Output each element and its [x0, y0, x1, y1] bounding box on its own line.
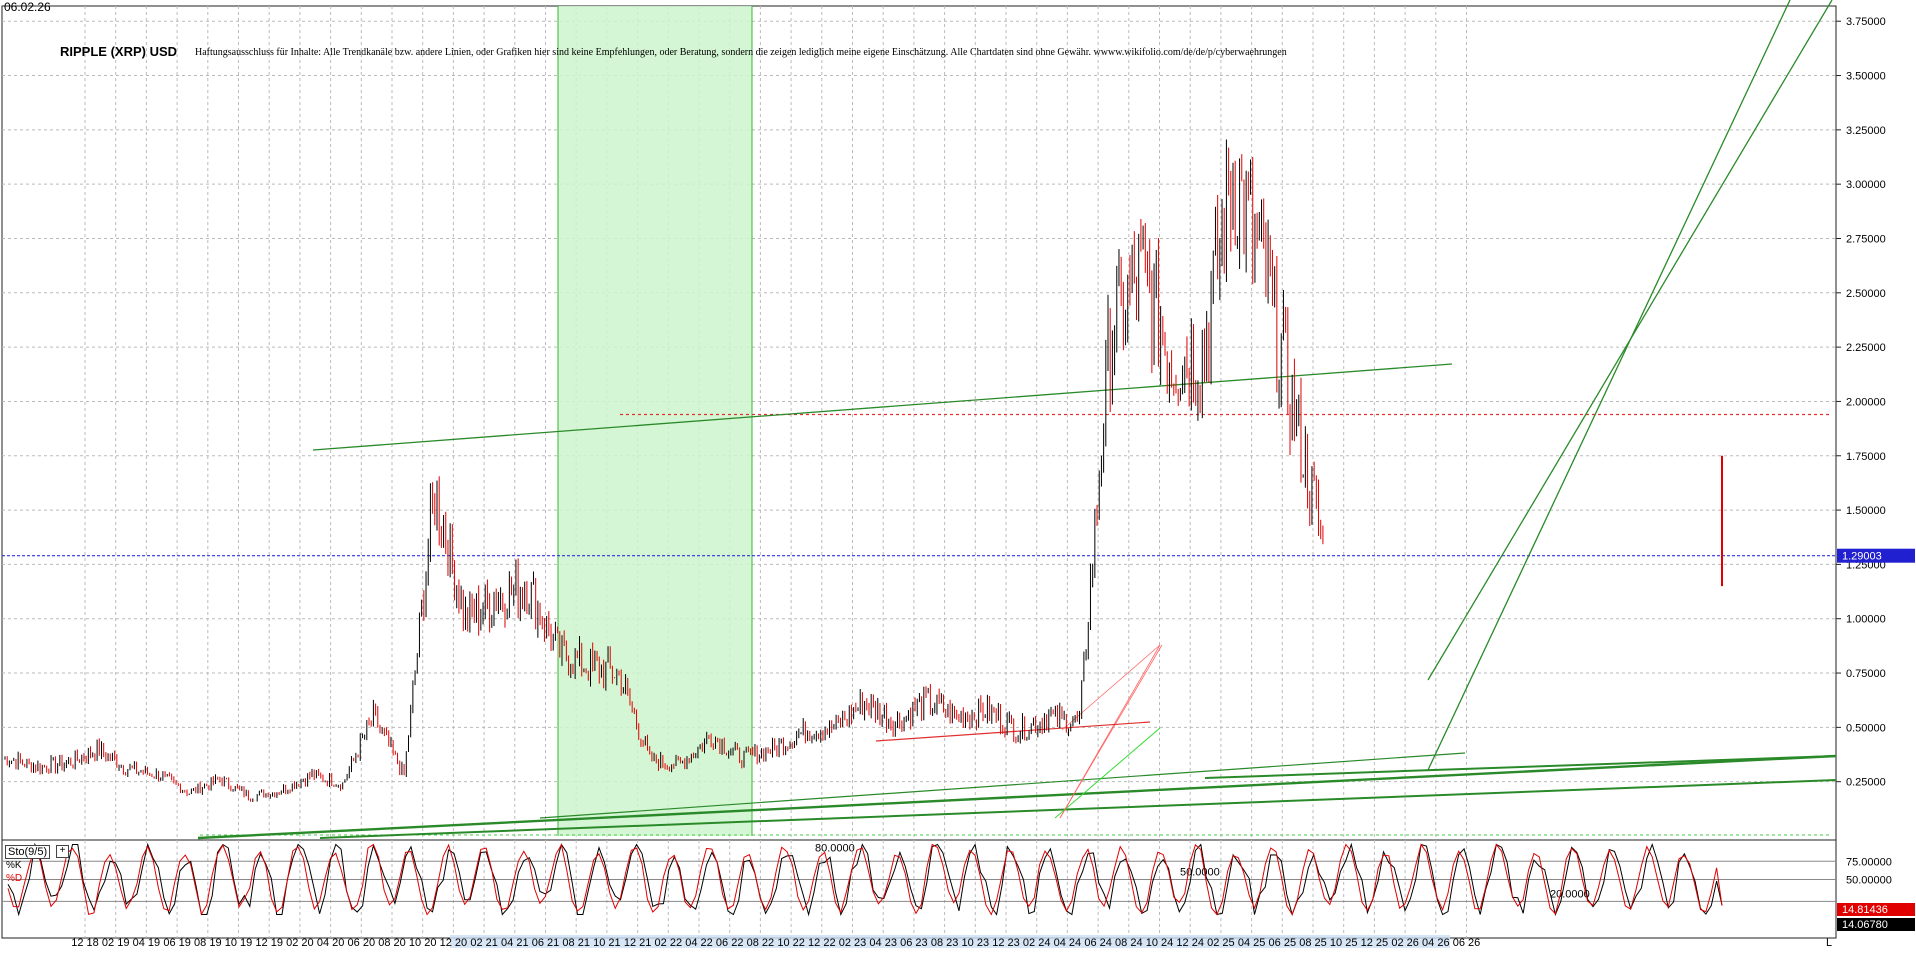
sto-d-value: 14.06780 — [1842, 919, 1888, 931]
x-tick-label: 08 20 — [378, 937, 406, 948]
x-tick-label: 08 19 — [194, 937, 222, 948]
x-tick-label: 06 25 — [1269, 937, 1297, 948]
y-tick-label: 3.25000 — [1846, 125, 1886, 137]
x-tick-label: 04 26 — [1422, 937, 1450, 948]
x-tick-label: 04 21 — [501, 937, 529, 948]
y-tick-label: 3.50000 — [1846, 71, 1886, 83]
x-tick-label: 04 23 — [869, 937, 897, 948]
price-box — [1837, 548, 1915, 563]
x-tick-label: 06 20 — [348, 937, 376, 948]
x-tick-label: 10 20 — [409, 937, 437, 948]
x-tick-label: 10 19 — [225, 937, 253, 948]
x-tick-label: 12 21 — [624, 937, 652, 948]
x-tick-label: 02 26 — [1391, 937, 1419, 948]
stochastic-k-legend: %K — [6, 860, 22, 871]
x-tick-label: 08 22 — [747, 937, 775, 948]
x-tick-label: 04 25 — [1238, 937, 1266, 948]
price-box-label: 1.29003 — [1842, 551, 1882, 563]
x-tick-label: 08 21 — [562, 937, 590, 948]
x-tick-label: 02 20 — [286, 937, 314, 948]
x-tick-label: 02 25 — [1207, 937, 1235, 948]
x-tick-label: 12 20 — [440, 937, 468, 948]
x-tick-label: 02 23 — [839, 937, 867, 948]
sto-tick-label: 75.00000 — [1846, 856, 1892, 868]
chart-date: 06.02.26 — [4, 0, 51, 14]
trendline — [539, 752, 1466, 819]
y-tick-label: 3.75000 — [1846, 16, 1886, 28]
y-tick-label: 1.50000 — [1846, 505, 1886, 517]
y-tick-label: 0.50000 — [1846, 722, 1886, 734]
y-tick-label: 1.75000 — [1846, 451, 1886, 463]
x-tick-label: 02 22 — [655, 937, 683, 948]
trendline — [1059, 644, 1163, 819]
trendline — [1054, 727, 1161, 819]
x-tick-label: 06 19 — [163, 937, 191, 948]
stochastic-d-line — [7, 843, 1723, 916]
x-tick-label: 12 18 — [71, 937, 99, 948]
x-tick-label: 02 19 — [102, 937, 130, 948]
y-tick-label: 0.25000 — [1846, 777, 1886, 789]
x-tick-label: 04 19 — [133, 937, 161, 948]
x-tick-label: 12 24 — [1176, 937, 1204, 948]
x-tick-label: 08 25 — [1299, 937, 1327, 948]
x-tick-label: 10 24 — [1146, 937, 1174, 948]
x-tick-label: 06 26 — [1453, 937, 1481, 948]
y-tick-label: 2.25000 — [1846, 342, 1886, 354]
y-tick-label: 2.75000 — [1846, 233, 1886, 245]
stochastic-indicator-label[interactable]: Sto(9/5) — [5, 845, 51, 859]
add-indicator-button[interactable]: + — [56, 845, 69, 858]
x-tick-label: 10 22 — [777, 937, 805, 948]
x-tick-label: 06 21 — [532, 937, 560, 948]
x-tick-label: 06 23 — [900, 937, 928, 948]
chart-title: RIPPLE (XRP) USD — [60, 44, 178, 59]
x-tick-label: 10 23 — [962, 937, 990, 948]
x-tick-label: 10 21 — [593, 937, 621, 948]
disclaimer-text: Haftungsausschluss für Inhalte: Alle Tre… — [195, 47, 1287, 58]
trendline — [312, 363, 1453, 451]
trendline — [197, 754, 1837, 840]
sto-annotation: 50.0000 — [1180, 867, 1220, 879]
x-tick-label: 04 22 — [685, 937, 713, 948]
x-tick-label: 06 22 — [716, 937, 744, 948]
x-tick-label: 12 25 — [1361, 937, 1389, 948]
sto-annotation: 80.0000 — [815, 843, 855, 855]
highlight-band — [558, 6, 752, 836]
x-tick-label: 12 22 — [808, 937, 836, 948]
sto-k-value-box — [1837, 903, 1915, 916]
y-tick-label: 2.50000 — [1846, 288, 1886, 300]
x-tick-label: 10 25 — [1330, 937, 1358, 948]
y-tick-label: 0.75000 — [1846, 668, 1886, 680]
y-tick-label: 3.00000 — [1846, 179, 1886, 191]
trendline — [875, 721, 1151, 742]
y-tick-label: 1.00000 — [1846, 614, 1886, 626]
trendline — [1061, 644, 1161, 731]
trendline — [1204, 755, 1837, 779]
sto-d-value-box — [1837, 918, 1915, 931]
x-tick-label: 12 19 — [255, 937, 283, 948]
x-tick-label: 06 24 — [1084, 937, 1112, 948]
stochastic-d-legend: %D — [6, 873, 23, 884]
x-axis-highlight — [450, 935, 1450, 948]
x-tick-label: 04 24 — [1054, 937, 1082, 948]
sto-annotation: 20.0000 — [1550, 888, 1590, 900]
x-tick-label: 02 24 — [1023, 937, 1051, 948]
sto-tick-label: 50.00000 — [1846, 875, 1892, 887]
x-tick-label: 02 21 — [470, 937, 498, 948]
trendline — [319, 779, 1837, 839]
x-tick-label: 08 23 — [931, 937, 959, 948]
x-tick-label: 12 23 — [992, 937, 1020, 948]
x-axis-end-label: L — [1826, 937, 1832, 948]
y-tick-label: 2.00000 — [1846, 396, 1886, 408]
x-tick-label: 04 20 — [317, 937, 345, 948]
x-tick-label: 08 24 — [1115, 937, 1143, 948]
trendline — [1427, 0, 1791, 771]
sto-k-value: 14.81436 — [1842, 904, 1888, 916]
